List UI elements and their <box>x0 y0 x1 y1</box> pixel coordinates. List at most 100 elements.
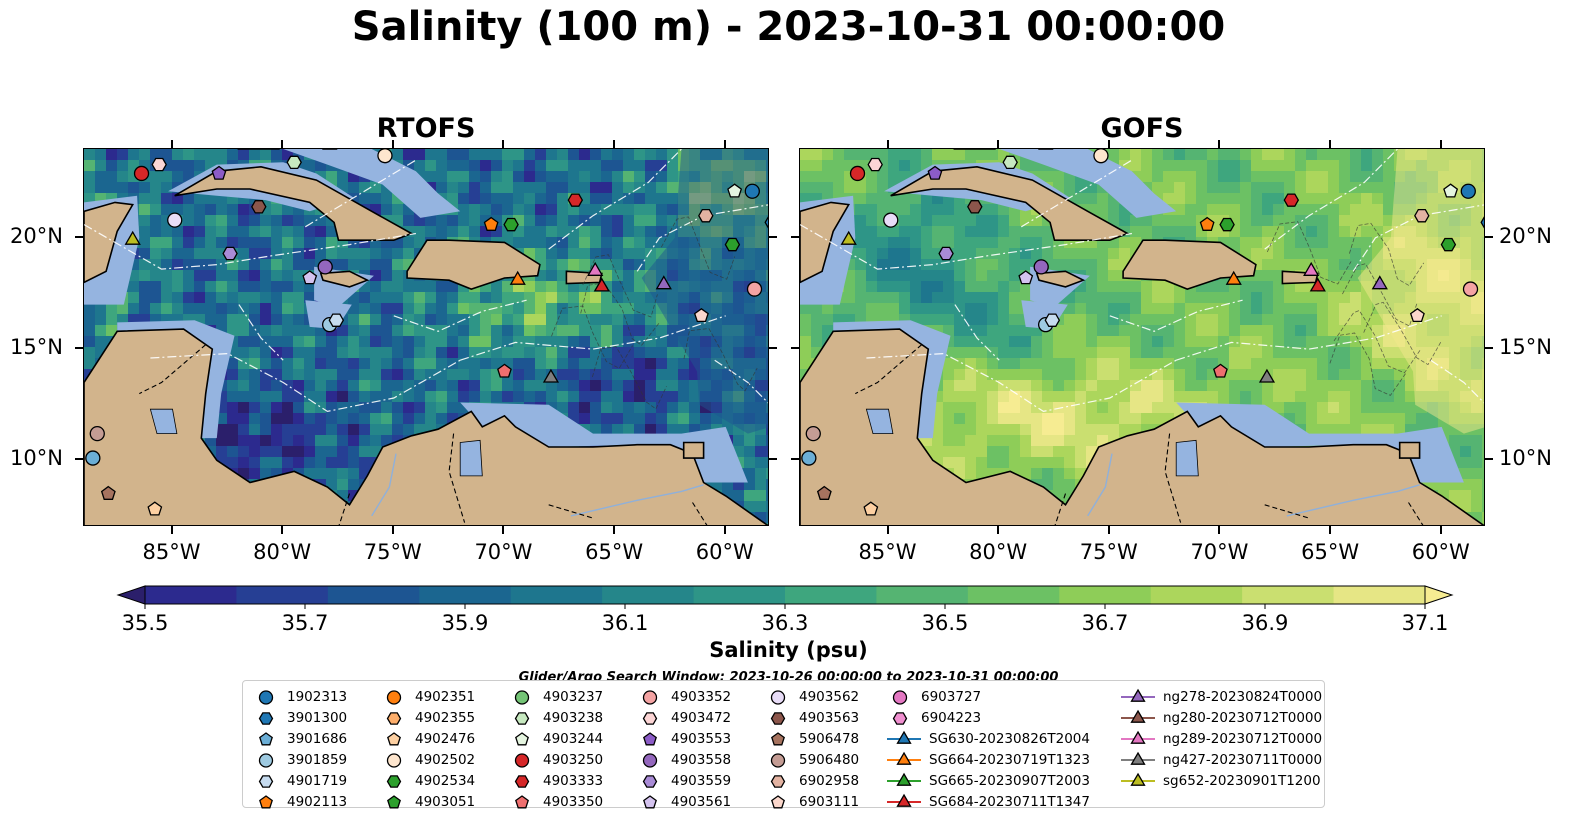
marker-3901686[interactable] <box>801 450 817 466</box>
marker-4903559[interactable] <box>222 246 238 261</box>
marker-SG664-20230719T1323[interactable] <box>509 270 526 285</box>
legend-symbol-6903111[interactable] <box>771 794 785 808</box>
legend-symbol-SG684-20230711T1347[interactable] <box>896 793 912 807</box>
marker-3901686[interactable] <box>85 450 101 466</box>
legend-symbol-4903553[interactable] <box>643 731 657 745</box>
marker-4902113[interactable] <box>483 216 499 231</box>
marker-5906478[interactable] <box>251 200 267 214</box>
map-panel-rtofs[interactable] <box>83 148 769 526</box>
marker-SG684-20230711T1347[interactable] <box>1309 277 1326 292</box>
legend-symbol-4903238[interactable] <box>514 711 530 725</box>
legend-symbol-4903244[interactable] <box>515 731 529 745</box>
marker-sg652-20230901T1200[interactable] <box>124 230 141 245</box>
legend-symbol-4903558[interactable] <box>642 752 658 768</box>
marker-ng289-20230712T0000[interactable] <box>1303 261 1320 276</box>
marker-4903350[interactable] <box>1213 363 1228 378</box>
legend-symbol-ng289-20230712T0000[interactable] <box>1130 730 1146 744</box>
legend-symbol-4902502[interactable] <box>386 752 402 768</box>
legend-symbol-4903051[interactable] <box>387 794 401 808</box>
marker-5906478[interactable] <box>967 200 983 214</box>
marker-4901719[interactable] <box>1044 313 1061 327</box>
marker-SG684-20230711T1347[interactable] <box>593 277 610 292</box>
legend-symbol-4903562[interactable] <box>770 689 786 705</box>
marker-3901300[interactable] <box>764 216 769 229</box>
marker-4903250[interactable] <box>133 165 150 182</box>
marker-6902958[interactable] <box>1414 208 1430 223</box>
legend-symbol-6903727[interactable] <box>892 689 908 705</box>
marker-4903333[interactable] <box>1283 193 1300 207</box>
legend-symbol-1902313[interactable] <box>258 689 274 705</box>
legend-symbol-ng278-20230824T0000[interactable] <box>1130 688 1146 702</box>
marker-1902313[interactable] <box>744 183 760 199</box>
legend-symbol-SG630-20230826T2004[interactable] <box>896 730 912 744</box>
legend-symbol-4902113[interactable] <box>259 794 273 808</box>
legend-symbol-ng427-20230711T0000[interactable] <box>1130 751 1146 765</box>
legend-symbol-SG665-20230907T2003[interactable] <box>896 772 912 786</box>
legend-symbol-3901859[interactable] <box>258 752 274 768</box>
marker-4903558[interactable] <box>1033 259 1049 275</box>
marker-ng427-20230711T0000[interactable] <box>542 368 560 383</box>
legend-symbol-4903237[interactable] <box>514 689 530 705</box>
marker-4902476[interactable] <box>863 501 879 516</box>
marker-4902502[interactable] <box>1093 149 1109 164</box>
legend-symbol-3901300[interactable] <box>258 711 274 725</box>
legend-symbol-4903472[interactable] <box>642 711 658 725</box>
marker-3901300[interactable] <box>1480 216 1485 229</box>
marker-5906480[interactable] <box>805 425 821 442</box>
marker-4903559[interactable] <box>938 246 954 261</box>
marker-4903558[interactable] <box>317 259 333 275</box>
marker-4903563[interactable] <box>100 485 116 500</box>
marker-4903562[interactable] <box>883 212 899 228</box>
legend-symbol-4902534[interactable] <box>386 774 402 788</box>
marker-4903352[interactable] <box>746 281 763 297</box>
marker-4903238[interactable] <box>1002 155 1018 170</box>
marker-ng427-20230711T0000[interactable] <box>1258 368 1276 383</box>
marker-5906480[interactable] <box>89 425 105 442</box>
marker-4903352[interactable] <box>1462 281 1479 297</box>
legend-symbol-4902351[interactable] <box>386 689 402 705</box>
legend-symbol-ng280-20230712T0000[interactable] <box>1130 709 1146 723</box>
marker-4902113[interactable] <box>1199 216 1215 231</box>
marker-4903238[interactable] <box>286 155 302 170</box>
map-panel-gofs[interactable] <box>799 148 1485 526</box>
marker-1902313[interactable] <box>1460 183 1476 199</box>
legend-symbol-5906478[interactable] <box>771 731 785 745</box>
legend-symbol-6904223[interactable] <box>892 711 908 725</box>
marker-4902534[interactable] <box>503 217 519 232</box>
legend-symbol-3901686[interactable] <box>259 731 273 745</box>
marker-4903333[interactable] <box>567 193 584 207</box>
marker-4903051[interactable] <box>1440 237 1457 252</box>
legend-symbol-4903250[interactable] <box>514 752 530 768</box>
marker-4902534[interactable] <box>1219 217 1235 232</box>
legend-symbol-6902958[interactable] <box>770 774 786 788</box>
legend-symbol-4902355[interactable] <box>386 711 402 725</box>
legend-symbol-4903561[interactable] <box>643 794 657 808</box>
marker-ng278-20230824T0000[interactable] <box>655 275 672 290</box>
legend-symbol-4903333[interactable] <box>514 774 530 788</box>
marker-6903111[interactable] <box>1409 308 1425 323</box>
marker-4903472[interactable] <box>151 157 167 172</box>
legend-symbol-4903559[interactable] <box>642 774 658 788</box>
marker-4903350[interactable] <box>497 363 512 378</box>
marker-4903472[interactable] <box>867 157 883 172</box>
legend-symbol-sg652-20230901T1200[interactable] <box>1130 772 1146 786</box>
marker-4903563[interactable] <box>816 485 832 500</box>
marker-6902958[interactable] <box>698 208 714 223</box>
marker-4903562[interactable] <box>167 212 183 228</box>
marker-4902476[interactable] <box>147 501 163 516</box>
marker-4903244[interactable] <box>1443 183 1459 198</box>
marker-ng289-20230712T0000[interactable] <box>587 261 604 276</box>
marker-4903553[interactable] <box>927 165 943 180</box>
legend-symbol-4903563[interactable] <box>770 711 786 725</box>
marker-4901719[interactable] <box>328 313 345 327</box>
legend-symbol-4902476[interactable] <box>387 731 401 745</box>
marker-4903051[interactable] <box>724 237 741 252</box>
legend-symbol-4903350[interactable] <box>515 794 529 808</box>
marker-4903561[interactable] <box>1018 270 1034 285</box>
legend-symbol-4901719[interactable] <box>258 774 274 788</box>
legend-symbol-5906480[interactable] <box>770 752 786 768</box>
legend-symbol-SG664-20230719T1323[interactable] <box>896 751 912 765</box>
marker-6903111[interactable] <box>693 308 709 323</box>
marker-4903250[interactable] <box>849 165 866 182</box>
marker-4902502[interactable] <box>377 149 393 164</box>
